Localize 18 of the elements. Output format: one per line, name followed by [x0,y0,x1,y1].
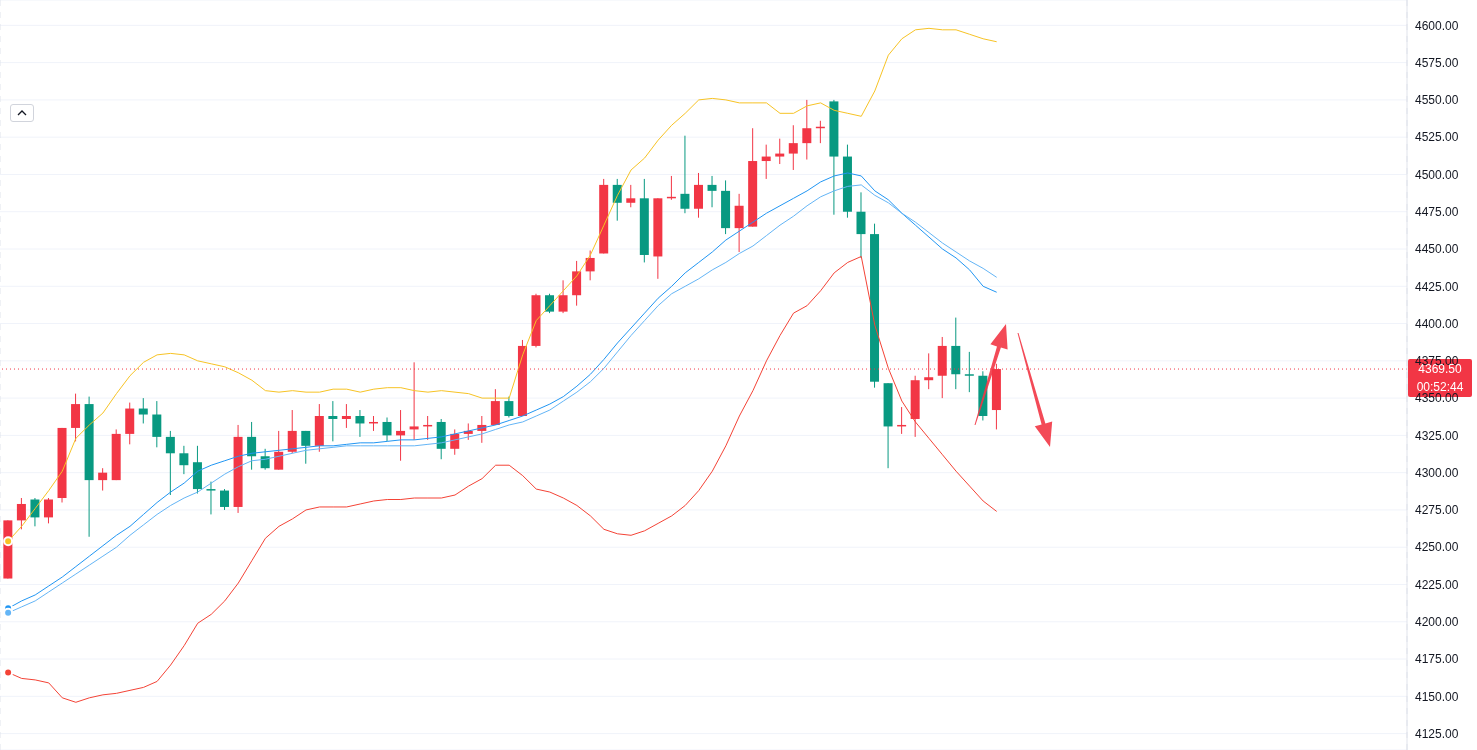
y-tick-label: 4275.00 [1415,503,1459,518]
y-tick-label: 4600.00 [1415,18,1459,33]
y-tick-label: 4175.00 [1415,652,1459,667]
y-tick-label: 4500.00 [1415,167,1459,182]
y-tick-label: 4475.00 [1415,204,1459,219]
y-tick-label: 4550.00 [1415,93,1459,108]
y-tick-label: 4250.00 [1415,540,1459,555]
y-tick-label: 4325.00 [1415,428,1459,443]
y-tick-label: 4525.00 [1415,130,1459,145]
y-tick-label: 4300.00 [1415,465,1459,480]
y-tick-label: 4200.00 [1415,615,1459,630]
y-tick-label: 4450.00 [1415,242,1459,257]
y-tick-label: 4125.00 [1415,726,1459,741]
y-tick-label: 4150.00 [1415,689,1459,704]
y-tick-label: 4400.00 [1415,316,1459,331]
y-tick-label: 4225.00 [1415,577,1459,592]
y-tick-label: 4425.00 [1415,279,1459,294]
y-tick-label: 4575.00 [1415,55,1459,70]
